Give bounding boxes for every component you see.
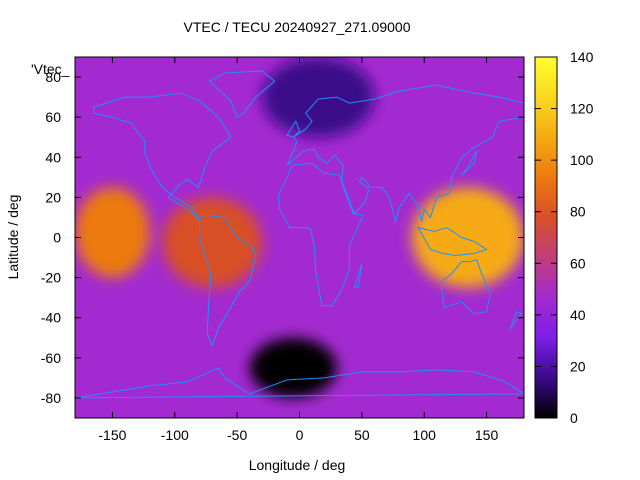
coastline-9 xyxy=(286,120,301,138)
heat-region-3 xyxy=(249,337,337,398)
heat-region-4 xyxy=(262,57,375,138)
y-tick-label: -20 xyxy=(41,270,61,286)
coastline-8 xyxy=(75,367,524,399)
y-tick-label: 20 xyxy=(45,189,61,205)
y-tick-label: 80 xyxy=(45,69,61,85)
x-tick-label: 0 xyxy=(296,427,304,443)
heat-region-1 xyxy=(162,197,263,288)
y-tick-label: -40 xyxy=(41,310,61,326)
coastline-3 xyxy=(286,84,524,224)
colorbar-tick-label: 40 xyxy=(570,307,586,323)
x-axis-label: Longitude / deg xyxy=(249,457,346,473)
x-axis: -150 -100 -50 0 50 100 150 xyxy=(98,57,498,443)
colorbar-tick-label: 60 xyxy=(570,255,586,271)
colorbar-ticks: 0 20 40 60 80 100 120 140 xyxy=(535,49,594,426)
y-axis-label: Latitude / deg xyxy=(5,195,21,280)
colorbar-tick-label: 120 xyxy=(570,101,594,117)
heatmap-layer xyxy=(75,57,524,418)
coastline-7 xyxy=(416,226,488,257)
heat-region-2 xyxy=(411,187,524,288)
x-tick-label: -150 xyxy=(98,427,126,443)
coastline-1 xyxy=(199,214,257,348)
y-tick-label: 40 xyxy=(45,149,61,165)
colorbar xyxy=(534,56,558,419)
coastline-4 xyxy=(277,162,364,307)
heat-region-0 xyxy=(75,187,150,278)
coastline-11 xyxy=(508,311,523,331)
y-tick-label: -80 xyxy=(41,390,61,406)
colorbar-tick-label: 140 xyxy=(570,49,594,65)
colorbar-tick-label: 80 xyxy=(570,204,586,220)
legend-key: 'Vtec_ xyxy=(31,61,70,77)
y-tick-label: 60 xyxy=(45,109,61,125)
x-tick-label: -100 xyxy=(161,427,189,443)
y-axis: -80 -60 -40 -20 0 20 40 60 80 xyxy=(41,69,524,406)
coastline-6 xyxy=(353,263,363,289)
colorbar-tick-label: 20 xyxy=(570,358,586,374)
colorbar-tick-label: 0 xyxy=(570,410,578,426)
coastline-2 xyxy=(208,70,276,118)
y-tick-label: 0 xyxy=(53,230,61,246)
x-tick-label: -50 xyxy=(227,427,247,443)
coastlines-overlay xyxy=(75,70,524,399)
coastline-5 xyxy=(441,258,491,315)
coastline-10 xyxy=(461,151,478,176)
chart-title: VTEC / TECU 20240927_271.09000 xyxy=(183,19,410,35)
x-tick-label: 100 xyxy=(413,427,437,443)
colorbar-tick-label: 100 xyxy=(570,152,594,168)
x-tick-label: 150 xyxy=(475,427,499,443)
coastline-0 xyxy=(93,92,232,222)
x-tick-label: 50 xyxy=(354,427,370,443)
y-tick-label: -60 xyxy=(41,350,61,366)
